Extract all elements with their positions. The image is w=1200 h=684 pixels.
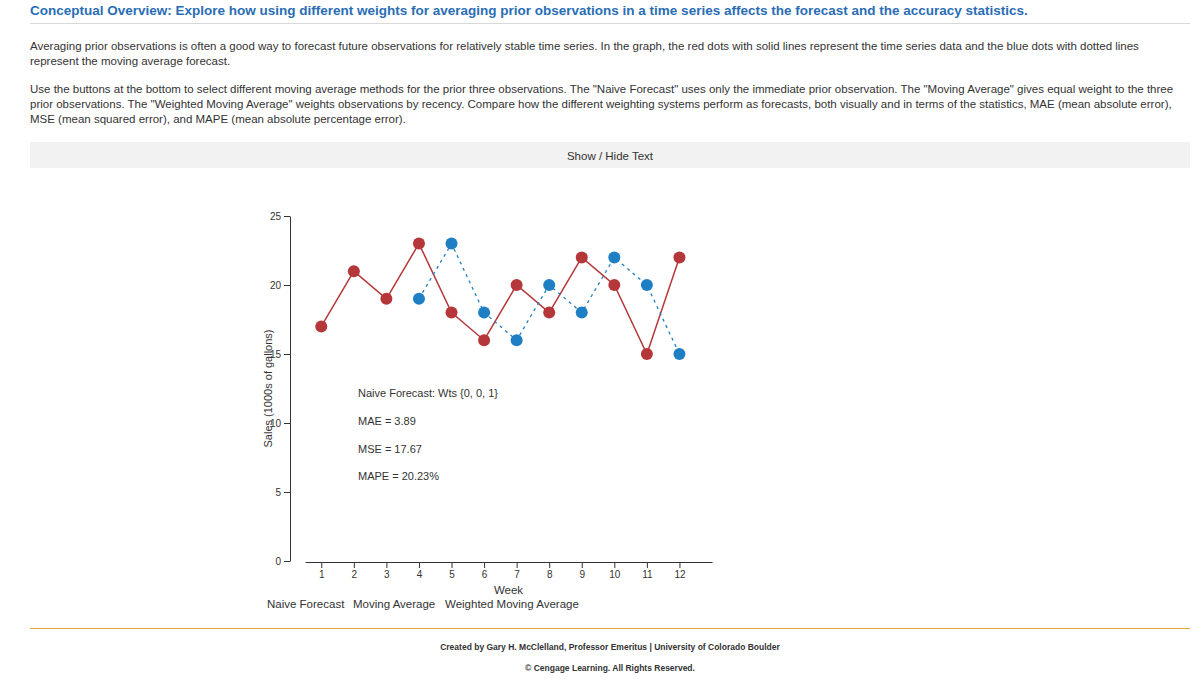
x-tick-mark	[614, 562, 615, 568]
stat-annotation: Naive Forecast: Wts {0, 0, 1}	[358, 387, 498, 399]
x-tick-label: 2	[352, 569, 358, 580]
data-point	[673, 251, 685, 263]
x-tick: 7	[514, 562, 520, 580]
x-tick-label: 9	[579, 569, 585, 580]
footer-copyright: © Cengage Learning. All Rights Reserved.	[0, 663, 1200, 673]
x-tick-label: 10	[609, 569, 621, 580]
y-tick-mark	[284, 354, 290, 355]
method-button[interactable]: Moving Average	[353, 598, 435, 610]
chart-svg: 0510152025123456789101112WeekSales (1000…	[0, 0, 1200, 684]
data-point	[576, 251, 588, 263]
y-axis-title: Sales (1000s of gallons)	[262, 329, 274, 447]
x-tick: 11	[642, 562, 653, 580]
x-tick-mark	[321, 562, 322, 568]
x-axis-line	[306, 562, 713, 563]
y-tick-mark	[284, 492, 290, 493]
intro-paragraph: Averaging prior observations is often a …	[30, 39, 1180, 69]
x-tick: 6	[482, 562, 488, 580]
y-tick: 0	[275, 556, 290, 567]
x-tick-label: 6	[482, 569, 488, 580]
y-tick-label: 25	[270, 211, 282, 222]
x-tick-mark	[517, 562, 518, 568]
x-tick: 5	[449, 562, 455, 580]
footer-rule	[30, 628, 1190, 629]
x-tick-label: 1	[319, 569, 325, 580]
y-tick-label: 5	[275, 487, 281, 498]
data-point	[511, 279, 523, 291]
x-tick-mark	[484, 562, 485, 568]
y-tick: 25	[270, 211, 290, 222]
data-point	[413, 293, 425, 305]
x-tick-mark	[354, 562, 355, 568]
data-point	[608, 251, 620, 263]
y-tick-mark	[284, 561, 290, 562]
data-point	[673, 348, 685, 360]
x-tick-mark	[549, 562, 550, 568]
stat-annotation: MAE = 3.89	[358, 415, 416, 427]
data-point	[446, 307, 458, 319]
data-point	[576, 307, 588, 319]
data-point	[348, 265, 360, 277]
data-point	[543, 307, 555, 319]
page-title: Conceptual Overview: Explore how using d…	[30, 3, 1190, 18]
x-tick-label: 8	[547, 569, 553, 580]
x-axis: 123456789101112	[306, 562, 713, 580]
series-line	[321, 244, 679, 354]
x-tick-mark	[419, 562, 420, 568]
show-hide-toggle[interactable]: Show / Hide Text	[30, 142, 1190, 168]
title-rule	[30, 23, 1190, 24]
series-line	[419, 244, 679, 354]
x-tick: 12	[674, 562, 686, 580]
footer-credit: Created by Gary H. McClelland, Professor…	[0, 642, 1200, 652]
data-point	[413, 238, 425, 250]
stat-annotation: MSE = 17.67	[358, 443, 422, 455]
method-button[interactable]: Naive Forecast	[267, 598, 344, 610]
data-point	[608, 279, 620, 291]
data-point	[478, 307, 490, 319]
x-tick-label: 4	[417, 569, 423, 580]
x-tick: 3	[384, 562, 390, 580]
plot-area	[315, 238, 685, 360]
x-tick-label: 7	[514, 569, 520, 580]
x-tick-mark	[582, 562, 583, 568]
stat-annotation: MAPE = 20.23%	[358, 470, 439, 482]
x-tick: 8	[547, 562, 553, 580]
intro-paragraph: Use the buttons at the bottom to select …	[30, 82, 1180, 127]
data-point	[315, 320, 327, 332]
data-point	[641, 279, 653, 291]
data-point	[543, 279, 555, 291]
method-button[interactable]: Weighted Moving Average	[445, 598, 579, 610]
y-tick-mark	[284, 216, 290, 217]
x-tick: 1	[319, 562, 325, 580]
data-point	[446, 238, 458, 250]
x-tick-label: 3	[384, 569, 390, 580]
x-axis-title: Week	[494, 584, 523, 596]
x-tick-label: 5	[449, 569, 455, 580]
x-tick-label: 12	[674, 569, 686, 580]
y-tick: 20	[270, 280, 290, 291]
x-tick-mark	[386, 562, 387, 568]
data-point	[380, 293, 392, 305]
x-tick-mark	[452, 562, 453, 568]
y-tick: 5	[275, 487, 290, 498]
y-tick-label: 20	[270, 280, 282, 291]
x-tick-mark	[647, 562, 648, 568]
y-tick-mark	[284, 285, 290, 286]
x-tick-label: 11	[642, 569, 653, 580]
x-tick: 4	[417, 562, 423, 580]
x-tick-mark	[679, 562, 680, 568]
data-point	[478, 334, 490, 346]
x-tick: 2	[352, 562, 358, 580]
data-point	[511, 334, 523, 346]
data-point	[641, 348, 653, 360]
x-tick: 10	[609, 562, 621, 580]
y-tick-mark	[284, 423, 290, 424]
y-axis-line	[290, 217, 291, 562]
y-tick-label: 0	[275, 556, 281, 567]
x-tick: 9	[579, 562, 585, 580]
